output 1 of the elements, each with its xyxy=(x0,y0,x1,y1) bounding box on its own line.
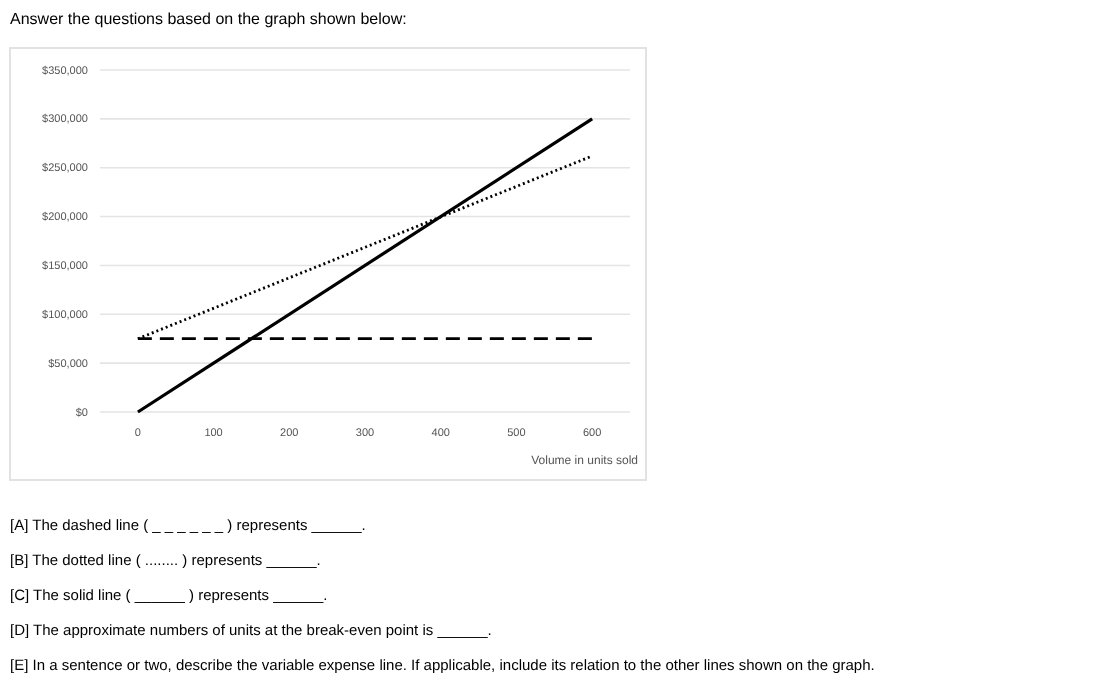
chart-title: Answer the questions based on the graph shown below: xyxy=(10,10,407,28)
